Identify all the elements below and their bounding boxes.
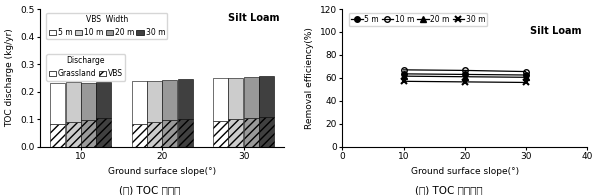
Line: 30 m: 30 m (400, 78, 529, 86)
30 m (461, 81, 468, 83)
Line: 20 m: 20 m (401, 73, 529, 80)
10 m (400, 69, 407, 71)
Text: (가) TOC 유출량: (가) TOC 유출량 (119, 185, 180, 195)
Bar (178, 79, 193, 119)
Bar (96, 82, 111, 118)
X-axis label: Ground surface slope(°): Ground surface slope(°) (411, 167, 518, 176)
Bar (228, 78, 243, 119)
Bar (259, 76, 274, 117)
30 m (400, 80, 407, 82)
Bar (96, 118, 111, 147)
Bar (147, 81, 162, 122)
Bar (147, 122, 162, 147)
20 m (461, 75, 468, 78)
Bar (244, 118, 259, 147)
Y-axis label: Removal efficiency(%): Removal efficiency(%) (305, 27, 314, 129)
Text: Silt Loam: Silt Loam (530, 26, 582, 35)
X-axis label: Ground surface slope(°): Ground surface slope(°) (108, 167, 216, 176)
Bar (66, 122, 81, 147)
10 m (522, 70, 529, 73)
Bar (178, 119, 193, 147)
20 m (522, 76, 529, 78)
Bar (213, 78, 228, 121)
Bar (81, 82, 96, 120)
Bar (132, 124, 147, 147)
Legend: Grassland, VBS: Grassland, VBS (46, 54, 125, 81)
5 m (400, 73, 407, 75)
Bar (81, 120, 96, 147)
30 m (522, 81, 529, 84)
5 m (522, 74, 529, 76)
Line: 10 m: 10 m (401, 67, 529, 74)
Bar (162, 80, 177, 120)
Bar (213, 121, 228, 147)
Bar (66, 82, 81, 122)
5 m (461, 73, 468, 76)
Bar (50, 82, 65, 124)
Bar (228, 119, 243, 147)
Text: Silt Loam: Silt Loam (228, 13, 279, 23)
Bar (50, 124, 65, 147)
10 m (461, 69, 468, 72)
Bar (259, 117, 274, 147)
Bar (132, 81, 147, 124)
Y-axis label: TOC discharge (kg/yr): TOC discharge (kg/yr) (5, 28, 14, 127)
Bar (162, 120, 177, 147)
Bar (244, 77, 259, 118)
Text: (나) TOC 저감효율: (나) TOC 저감효율 (414, 185, 483, 195)
20 m (400, 75, 407, 77)
Line: 5 m: 5 m (401, 71, 529, 78)
Legend: 5 m, 10 m, 20 m, 30 m: 5 m, 10 m, 20 m, 30 m (349, 13, 487, 27)
